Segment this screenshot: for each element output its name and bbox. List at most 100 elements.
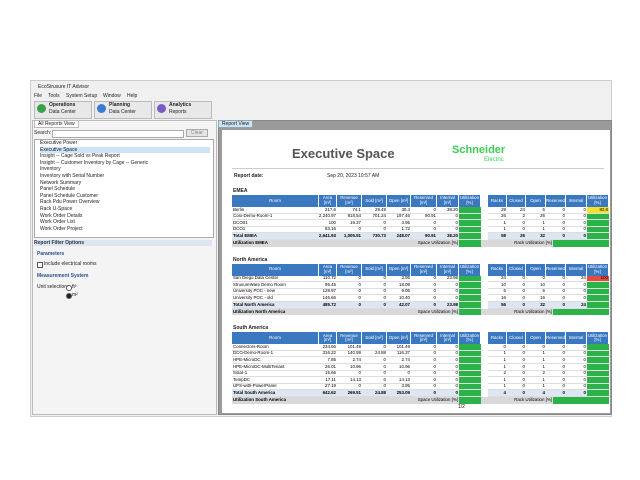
space-value: 0	[337, 288, 362, 296]
space-value: 0	[437, 370, 459, 378]
util-label: Rack Utilization [%]	[481, 397, 553, 404]
space-value: 90.91	[411, 213, 437, 221]
column-header: Utilization [%]	[587, 195, 609, 207]
rack-value: 0	[566, 377, 587, 384]
space-value: 0	[387, 370, 411, 378]
column-header: Racks	[488, 263, 507, 276]
rack-value: 0	[526, 344, 546, 351]
space-value: 234.66	[319, 344, 337, 351]
space-util-cell	[459, 383, 481, 391]
space-value: 0	[337, 295, 362, 302]
radio-label: m²	[72, 292, 78, 298]
radio-ft[interactable]	[66, 285, 72, 291]
space-value: 10.96	[387, 364, 411, 371]
space-value: 38.20	[437, 207, 459, 214]
util-bar	[459, 240, 481, 247]
report-item[interactable]: Inventory	[40, 166, 61, 173]
room-name: DCO-Demo-Room-1	[232, 350, 319, 358]
space-util-cell	[459, 302, 481, 309]
menu-item[interactable]: File	[34, 93, 43, 99]
toolbar-button[interactable]	[94, 101, 152, 119]
space-value: 90.91	[411, 233, 437, 240]
rack-value: 2	[507, 213, 526, 221]
space-value: 18.09	[387, 282, 411, 289]
rack-value: 0	[507, 226, 526, 234]
date-label: Report date:	[234, 173, 264, 179]
menu-item[interactable]: Tools	[48, 93, 60, 99]
rack-value: 0	[566, 370, 587, 378]
rack-value: 16	[526, 295, 546, 302]
report-item[interactable]: Network Summary	[40, 179, 82, 186]
rack-value: 0	[507, 220, 526, 227]
radio-label: ft²	[72, 284, 77, 290]
radio-m[interactable]	[66, 293, 72, 299]
room-name: San Diego Data Center	[232, 275, 319, 283]
util-label: Rack Utilization [%]	[481, 240, 553, 247]
menu-item[interactable]: Window	[103, 93, 121, 99]
menu-item[interactable]: Help	[127, 93, 138, 99]
rack-value: 0	[546, 377, 566, 384]
space-value: 0	[411, 357, 437, 364]
space-value: 701.24	[362, 213, 387, 221]
toolbar-title: Analytics	[169, 102, 192, 108]
space-value: 730.73	[362, 233, 387, 240]
report-item[interactable]: Work Order List	[40, 219, 75, 226]
column-header: Racks	[488, 195, 507, 207]
toolbar-button[interactable]	[34, 101, 92, 119]
util-label: Space Utilization [%]	[352, 240, 459, 247]
left-tab[interactable]: All Reports View	[34, 120, 79, 128]
column-header: Closed	[507, 332, 526, 345]
column-header: Sold [m²]	[362, 263, 387, 276]
space-value: 253.09	[387, 390, 411, 397]
rack-value: 0	[546, 302, 566, 309]
rack-value: 0	[546, 288, 566, 296]
menu-item[interactable]: System Setup	[66, 93, 98, 99]
rack-value: 32	[526, 233, 546, 240]
rack-value: 1	[488, 383, 507, 391]
space-value: 10.40	[387, 295, 411, 302]
space-value: 0	[337, 275, 362, 283]
report-item[interactable]: Insight -- Customer Inventory by Cage --…	[40, 159, 149, 166]
rack-value: 10	[488, 282, 507, 289]
column-header: Reserved	[546, 263, 566, 276]
rack-value: 24	[488, 275, 507, 283]
report-item[interactable]: Insight -- Cage Sold vs Peak Report	[40, 153, 120, 160]
space-util-cell	[459, 226, 481, 234]
rack-value: 0	[566, 220, 587, 227]
column-header: Room	[232, 332, 319, 345]
space-util-cell	[459, 220, 481, 227]
space-value: 316.22	[319, 350, 337, 358]
space-util-cell	[459, 350, 481, 358]
logo-text: Schneider	[452, 144, 506, 156]
toolbar-icon	[157, 104, 166, 113]
room-name: DCO01	[232, 220, 319, 227]
toolbar-button[interactable]	[154, 101, 212, 119]
report-item[interactable]: Work Order Details	[40, 212, 83, 219]
space-value: 95.45	[319, 282, 337, 289]
report-item[interactable]: Inventory with Serial Number	[40, 173, 105, 179]
space-value: 3.95	[387, 220, 411, 227]
rack-util-cell	[587, 344, 609, 351]
report-item[interactable]: Executive Power	[40, 140, 78, 146]
space-value: 0	[362, 344, 387, 351]
report-item[interactable]: Rack U-Space	[40, 206, 73, 212]
rack-value: 0	[507, 377, 526, 384]
report-item[interactable]: Rack Pdu Power Overview	[40, 199, 100, 206]
measurement-heading: Measurement System	[37, 273, 89, 279]
rack-value: 1	[488, 220, 507, 227]
space-value: 0	[437, 390, 459, 397]
report-tab[interactable]: Report View	[218, 120, 254, 128]
room-name: HPE-MicroDC-MultiTenant	[232, 364, 319, 371]
report-item[interactable]: Panel Schedule Customer	[40, 192, 99, 199]
checkbox[interactable]	[37, 262, 43, 268]
rack-value: 0	[546, 344, 566, 351]
report-item[interactable]: Executive Space	[40, 146, 210, 153]
report-item[interactable]: Work Order Project	[40, 225, 83, 232]
search-box[interactable]	[52, 130, 184, 138]
report-item[interactable]: Panel Schedule	[40, 186, 76, 193]
rack-util-cell	[587, 302, 609, 309]
rack-value: 1	[488, 364, 507, 371]
clear-button[interactable]: Clear	[186, 129, 208, 137]
rack-value: 4	[488, 390, 507, 397]
rack-util-cell	[587, 350, 609, 358]
